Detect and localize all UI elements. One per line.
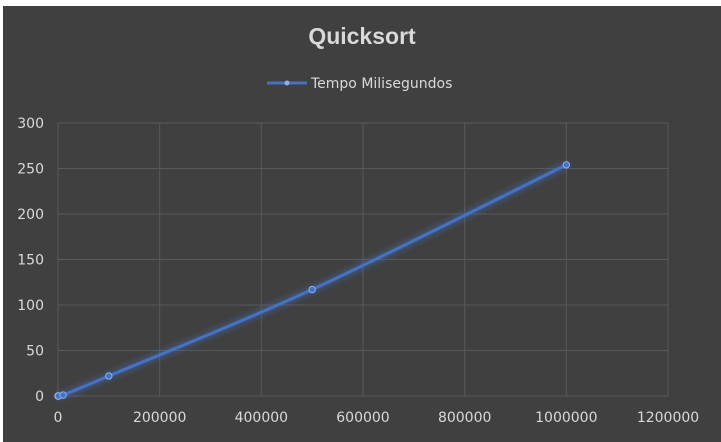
y-tick-label-0: 0 xyxy=(35,389,44,405)
y-tick-label-4: 200 xyxy=(17,207,44,223)
legend-entry-tempo-milisegundos: Tempo Milisegundos xyxy=(310,76,452,92)
legend-series-marker xyxy=(284,80,290,86)
x-tick-label-2: 400000 xyxy=(235,410,288,426)
series-tempo-milisegundos[interactable] xyxy=(54,161,571,400)
data-point-6[interactable] xyxy=(562,161,571,169)
y-tick-label-1: 50 xyxy=(26,344,44,360)
x-tick-label-5: 1000000 xyxy=(535,410,597,426)
x-axis-tick-labels: 0 200000 400000 600000 800000 1000000 1200000 xyxy=(54,410,700,426)
x-tick-label-1: 200000 xyxy=(133,410,186,426)
y-tick-label-5: 250 xyxy=(17,162,44,178)
series-line-tempo-milisegundos[interactable] xyxy=(56,163,568,399)
data-point-5[interactable] xyxy=(308,285,316,294)
x-tick-label-3: 600000 xyxy=(336,410,389,426)
x-tick-label-6: 1200000 xyxy=(637,410,699,426)
y-axis-tick-labels: 0 50 100 150 200 250 300 xyxy=(17,116,44,405)
data-point-3[interactable] xyxy=(59,391,67,399)
chart-title: Quicksort xyxy=(308,23,416,49)
x-tick-label-4: 800000 xyxy=(438,410,491,426)
x-tick-label-0: 0 xyxy=(54,410,63,426)
y-tick-label-3: 150 xyxy=(17,253,44,269)
y-tick-label-2: 100 xyxy=(17,298,44,314)
chart-area[interactable]: Quicksort Tempo Milisegundos 0 50 100 150 20… xyxy=(3,6,721,442)
chart-legend[interactable]: Tempo Milisegundos xyxy=(267,76,452,92)
gridlines xyxy=(57,122,669,397)
chart-svg: Quicksort Tempo Milisegundos 0 50 100 150 20… xyxy=(17,23,700,426)
data-point-4[interactable] xyxy=(105,372,113,380)
y-tick-label-6: 300 xyxy=(17,116,44,132)
